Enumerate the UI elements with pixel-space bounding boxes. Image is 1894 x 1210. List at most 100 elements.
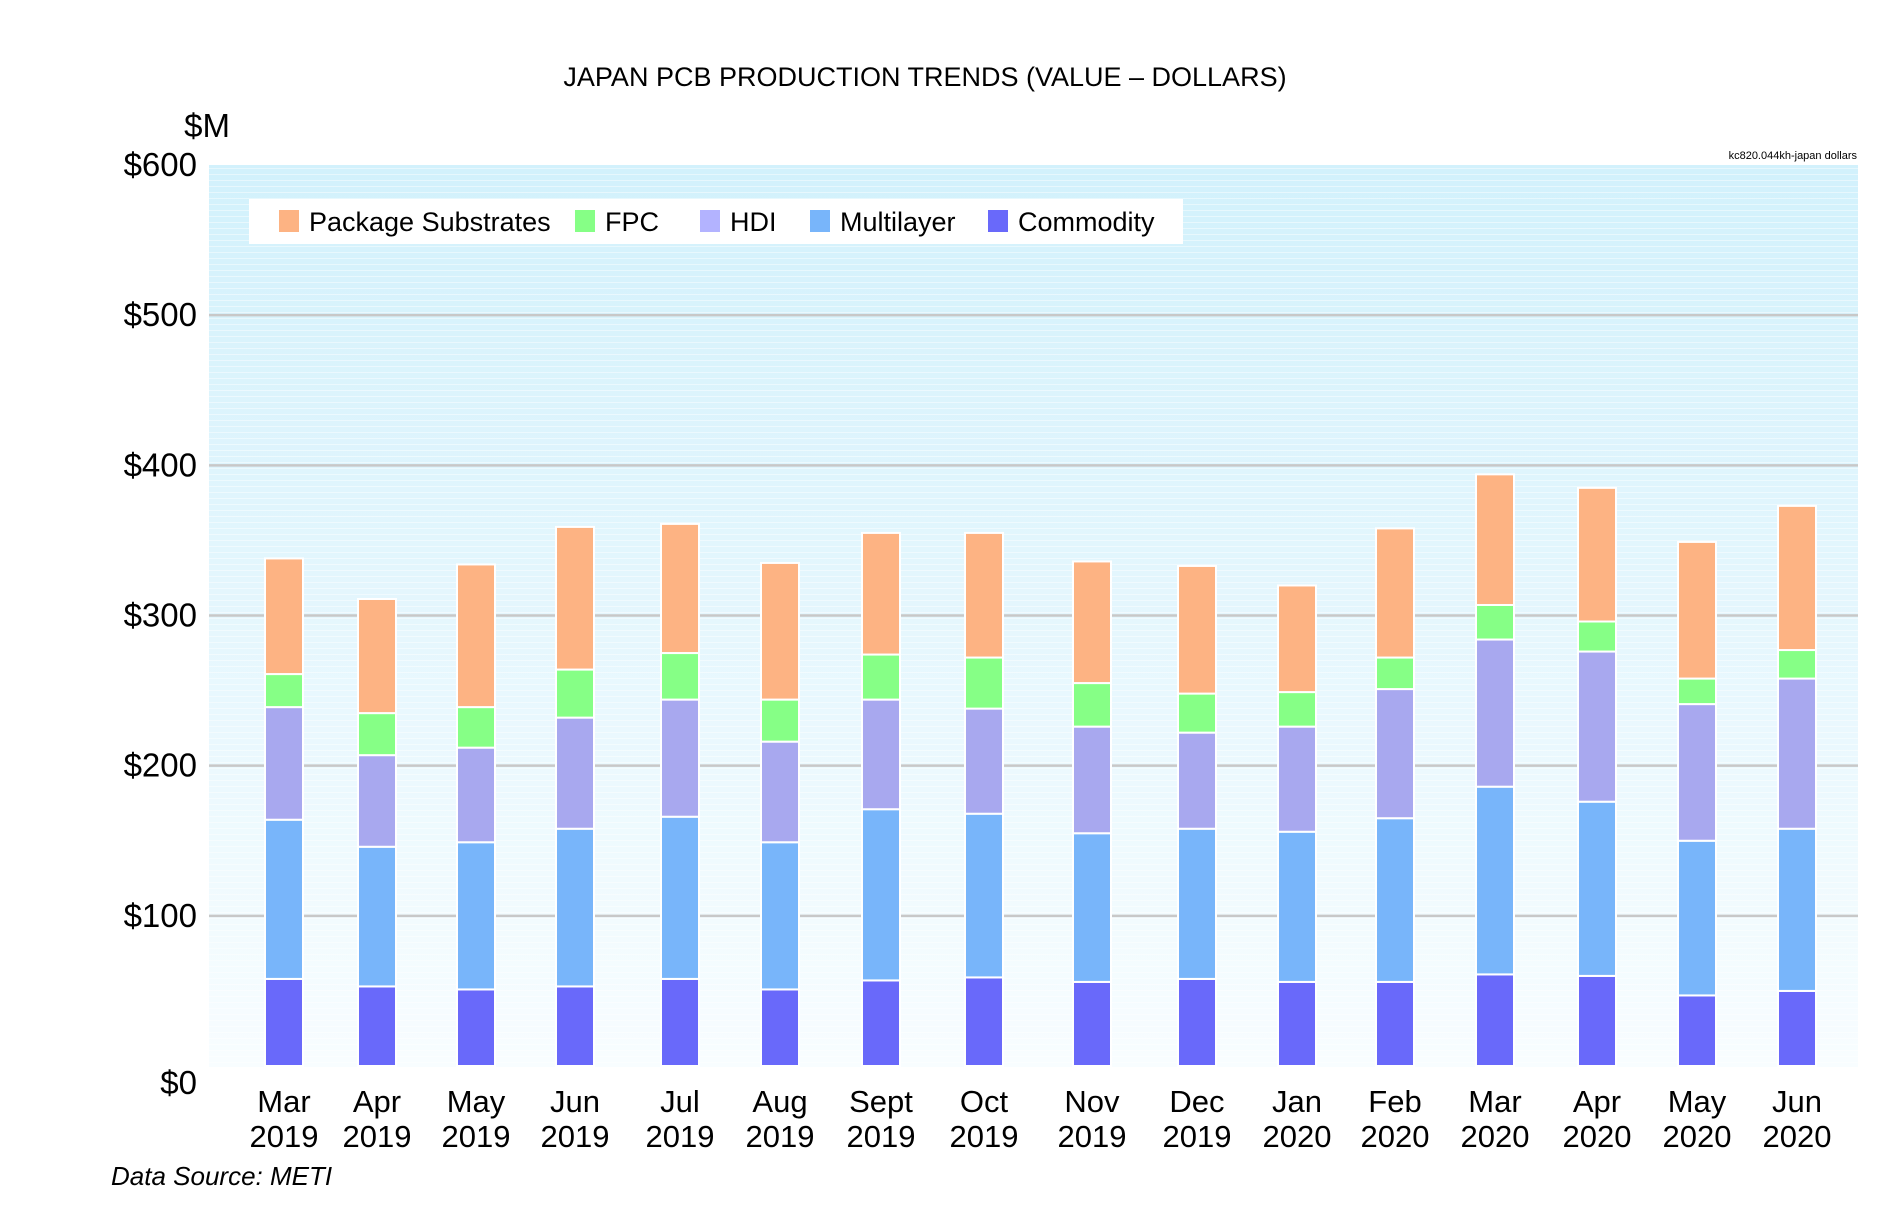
legend-label: Commodity <box>1018 207 1155 237</box>
chart-title: JAPAN PCB PRODUCTION TRENDS (VALUE – DOL… <box>563 62 1286 92</box>
bar-segment-package-substrates <box>1177 564 1217 695</box>
bar-segment-fpc <box>1277 691 1317 728</box>
bar-segment-package-substrates <box>861 531 901 656</box>
bar-segment-fpc <box>760 698 800 743</box>
bar-segment-package-substrates <box>1677 540 1717 680</box>
legend-swatch <box>279 210 299 232</box>
bar-segment-package-substrates <box>660 522 700 655</box>
bar-segment-package-substrates <box>760 561 800 701</box>
x-tick-label-year: 2020 <box>1461 1119 1530 1154</box>
bar-segment-fpc <box>861 653 901 701</box>
bar-segment-multilayer <box>1777 827 1817 992</box>
legend-swatch <box>810 210 830 232</box>
bar-segment-multilayer <box>964 812 1004 979</box>
bar-segment-fpc <box>357 712 397 757</box>
legend-label: Package Substrates <box>309 207 551 237</box>
bar-stack <box>1072 560 1112 1068</box>
x-tick-label-month: Jun <box>1772 1084 1822 1119</box>
bar-segment-commodity <box>1577 974 1617 1068</box>
x-tick-label-month: Nov <box>1064 1084 1120 1119</box>
bar-segment-fpc <box>1777 649 1817 680</box>
bar-stack <box>456 563 496 1067</box>
x-tick-label-year: 2019 <box>343 1119 412 1154</box>
bar-segment-package-substrates <box>1577 486 1617 623</box>
bar-stack <box>760 561 800 1067</box>
x-tick-label-year: 2019 <box>746 1119 815 1154</box>
bar-segment-fpc <box>1375 656 1415 691</box>
y-axis-label: $M <box>184 107 230 144</box>
bar-segment-commodity <box>1375 980 1415 1068</box>
bar-segment-multilayer <box>357 845 397 988</box>
bar-segment-package-substrates <box>1277 584 1317 694</box>
bar-segment-commodity <box>264 977 304 1067</box>
legend-label: FPC <box>605 207 659 237</box>
x-tick-label-month: Feb <box>1368 1084 1421 1119</box>
x-tick-label-year: 2020 <box>1263 1119 1332 1154</box>
bar-stack <box>1375 527 1415 1068</box>
x-tick-label-year: 2019 <box>847 1119 916 1154</box>
bar-segment-fpc <box>456 706 496 749</box>
data-source: Data Source: METI <box>111 1161 332 1191</box>
bar-segment-hdi <box>1577 650 1617 803</box>
x-tick-label-month: May <box>1668 1084 1727 1119</box>
y-tick-label: $0 <box>160 1064 197 1101</box>
bar-segment-fpc <box>1677 677 1717 706</box>
x-tick-label-year: 2020 <box>1563 1119 1632 1154</box>
bar-segment-commodity <box>660 977 700 1067</box>
bar-segment-fpc <box>1072 682 1112 728</box>
bar-stack <box>964 531 1004 1068</box>
bar-segment-hdi <box>1375 688 1415 820</box>
bar-segment-commodity <box>1677 994 1717 1068</box>
bar-segment-multilayer <box>264 818 304 980</box>
bar-stack <box>660 522 700 1067</box>
bar-segment-package-substrates <box>964 531 1004 659</box>
bar-segment-commodity <box>1277 980 1317 1068</box>
bar-segment-commodity <box>964 976 1004 1068</box>
bar-segment-hdi <box>1277 725 1317 833</box>
x-tick-label-month: Jan <box>1272 1084 1322 1119</box>
y-axis-ticks: $0 $100 $200 $300 $400 $500 $600 <box>124 146 197 1101</box>
x-tick-label-month: May <box>447 1084 506 1119</box>
bars <box>264 473 1817 1068</box>
bar-segment-hdi <box>264 706 304 821</box>
bar-segment-multilayer <box>555 827 595 988</box>
y-tick-label: $100 <box>124 897 197 934</box>
bar-stack <box>1677 540 1717 1068</box>
bar-stack <box>555 525 595 1068</box>
bar-segment-multilayer <box>456 841 496 991</box>
x-tick-label-year: 2019 <box>950 1119 1019 1154</box>
bar-segment-fpc <box>1177 692 1217 734</box>
bar-segment-commodity <box>1777 989 1817 1068</box>
bar-segment-hdi <box>357 754 397 848</box>
bar-segment-hdi <box>660 698 700 818</box>
x-axis-ticks: Mar2019Apr2019May2019Jun2019Jul2019Aug20… <box>250 1084 1832 1154</box>
bar-segment-multilayer <box>1677 839 1717 997</box>
bar-stack <box>861 531 901 1068</box>
bar-segment-multilayer <box>1277 830 1317 983</box>
bar-stack <box>1577 486 1617 1068</box>
x-tick-label-year: 2019 <box>646 1119 715 1154</box>
x-tick-label-month: Oct <box>960 1084 1009 1119</box>
x-tick-label-year: 2019 <box>541 1119 610 1154</box>
x-tick-label-year: 2020 <box>1763 1119 1832 1154</box>
bar-segment-package-substrates <box>1072 560 1112 685</box>
x-tick-label-month: Sept <box>849 1084 913 1119</box>
bar-segment-hdi <box>760 740 800 844</box>
bar-segment-multilayer <box>1475 785 1515 976</box>
bar-segment-hdi <box>555 716 595 830</box>
bar-segment-commodity <box>456 988 496 1067</box>
bar-stack <box>264 557 304 1067</box>
x-tick-label-year: 2020 <box>1361 1119 1430 1154</box>
bar-segment-multilayer <box>760 841 800 991</box>
bar-segment-package-substrates <box>555 525 595 671</box>
bar-segment-fpc <box>555 668 595 719</box>
legend-label: HDI <box>730 207 777 237</box>
legend-swatch <box>988 210 1008 232</box>
x-tick-label-year: 2020 <box>1663 1119 1732 1154</box>
bar-segment-package-substrates <box>357 597 397 715</box>
bar-segment-commodity <box>357 985 397 1068</box>
bar-segment-package-substrates <box>1777 504 1817 652</box>
x-tick-label-month: Apr <box>353 1084 401 1119</box>
bar-segment-package-substrates <box>456 563 496 709</box>
x-tick-label-month: Dec <box>1169 1084 1224 1119</box>
